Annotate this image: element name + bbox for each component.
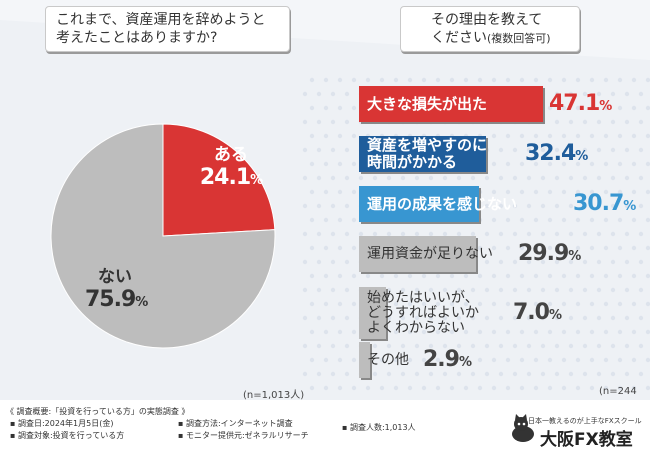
bar-label-2-line-1: 資産を増やすのに — [367, 136, 488, 154]
bar-label-2-line-2: 時間がかかる — [367, 153, 458, 171]
pie-category-nai: ない — [98, 267, 132, 287]
bar-label-1-line-1: 大きな損失が出た — [367, 94, 488, 113]
bar-label-1: 大きな損失が出た — [367, 94, 488, 113]
bar-label-5-line-1: 始めたはいいが、 — [367, 289, 479, 306]
bar-label-3-line-1: 運用の成果を感じない — [367, 194, 518, 213]
bar-label-5-line-2: どうすればよいか — [367, 304, 479, 321]
pie-slice-2 — [50, 123, 276, 349]
bar-value-4: 29.9% — [518, 241, 581, 266]
bar-value-5: 7.0% — [513, 300, 562, 325]
pie-slice-1 — [162, 123, 276, 237]
left-question-line1: これまで、資産運用を辞めようと — [56, 12, 266, 28]
bar-value-2: 32.4% — [525, 141, 588, 166]
pie-chart — [50, 123, 276, 349]
pie-value-aru: 24.1% — [199, 165, 263, 190]
bar-4 — [359, 236, 476, 272]
right-question-note: (複数回答可) — [487, 32, 551, 45]
bar-label-4-line-1: 運用資金が足りない — [367, 245, 493, 262]
bar-label-4: 運用資金が足りない — [367, 245, 493, 262]
left-question-line2: 考えたことはありますか? — [56, 30, 218, 46]
bar-label-6: その他 — [367, 351, 409, 368]
survey-count: ▪ 調査人数:1,013人 — [342, 423, 416, 432]
logo-tagline: 日本一教えるのが上手なFXスクール — [528, 417, 642, 425]
bar-3 — [359, 186, 479, 222]
right-question-line2: ください — [431, 30, 487, 46]
left-question-box: これまで、資産運用を辞めようと 考えたことはありますか? — [45, 6, 290, 52]
survey-date: ▪ 調査日:2024年1月5日(金) — [10, 419, 114, 428]
right-question-line1: その理由を教えて — [431, 12, 543, 28]
bar-label-3: 運用の成果を感じない — [367, 194, 518, 213]
pie-category-aru: ある — [214, 145, 248, 165]
bar-5 — [359, 287, 387, 339]
bar-value-1: 47.1% — [549, 91, 612, 116]
pie-label-nai: ない 75.9% — [85, 262, 148, 312]
bar-6 — [359, 342, 371, 378]
bar-label-5: 始めたはいいが、 どうすればよいか よくわからない — [367, 289, 479, 336]
survey-target: ▪ 調査対象:投資を行っている方 — [10, 431, 125, 440]
bar-2 — [359, 136, 486, 172]
cat-logo-icon — [512, 414, 534, 442]
bar-value-3: 30.7% — [573, 191, 636, 216]
survey-method: ▪ 調査方法:インターネット調査 — [178, 419, 293, 428]
pie-label-aru: ある 24.1% — [196, 140, 266, 190]
bar-value-6: 2.9% — [423, 347, 472, 372]
survey-summary: 《 調査概要:「投資を行っている方」の実態調査 》 — [6, 407, 190, 416]
footer: 《 調査概要:「投資を行っている方」の実態調査 》 ▪ 調査日:2024年1月5… — [0, 400, 650, 450]
bar-label-6-line-1: その他 — [367, 351, 409, 368]
survey-provider: ▪ モニター提供元:ゼネラルリサーチ — [178, 431, 309, 440]
bar-label-5-line-3: よくわからない — [367, 319, 465, 336]
bar-1 — [359, 86, 543, 122]
pie-value-nai: 75.9% — [85, 287, 148, 312]
bar-label-2: 資産を増やすのに 時間がかかる — [367, 137, 487, 171]
logo-name: 大阪FX教室 — [540, 430, 633, 450]
pie-sample-size: (n=1,013人) — [243, 390, 305, 401]
right-question-box: その理由を教えて ください(複数回答可) — [400, 6, 580, 52]
